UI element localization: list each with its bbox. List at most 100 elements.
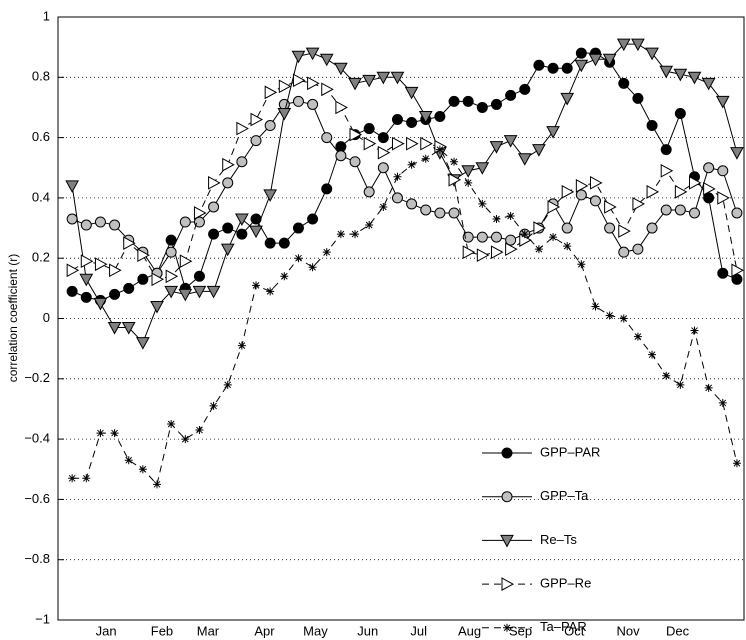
marker xyxy=(688,207,700,219)
marker xyxy=(420,136,433,151)
marker xyxy=(645,47,659,61)
marker xyxy=(121,322,136,335)
x-tick-label: Mar xyxy=(197,623,220,638)
marker xyxy=(505,242,518,256)
marker xyxy=(730,147,744,160)
marker xyxy=(307,98,319,110)
marker xyxy=(376,71,391,85)
marker xyxy=(434,207,446,219)
marker xyxy=(109,219,121,231)
marker xyxy=(136,337,150,350)
marker xyxy=(291,50,306,64)
marker xyxy=(363,186,375,198)
marker xyxy=(109,288,121,300)
marker xyxy=(519,233,532,247)
marker xyxy=(476,101,488,113)
marker xyxy=(349,156,361,168)
series-line xyxy=(71,52,738,301)
marker xyxy=(377,162,389,174)
marker xyxy=(690,326,699,335)
marker xyxy=(305,47,320,61)
x-tick-label: Jul xyxy=(410,623,427,638)
marker xyxy=(517,153,532,166)
x-tick-label: Feb xyxy=(151,623,173,638)
marker xyxy=(292,95,304,107)
marker xyxy=(377,132,389,144)
marker xyxy=(660,163,674,178)
marker xyxy=(618,77,630,89)
marker xyxy=(123,236,136,250)
marker xyxy=(96,429,105,438)
marker xyxy=(208,201,220,213)
marker xyxy=(65,180,79,193)
marker xyxy=(222,157,235,172)
legend-label: GPP–Re xyxy=(540,576,591,591)
marker xyxy=(164,285,178,299)
marker xyxy=(575,47,587,59)
marker xyxy=(703,192,715,204)
marker xyxy=(220,243,235,257)
y-tick-label: 0.6 xyxy=(32,129,50,144)
marker xyxy=(264,237,276,249)
marker xyxy=(280,272,289,281)
marker xyxy=(165,246,177,258)
marker xyxy=(703,162,715,174)
marker xyxy=(292,73,306,88)
marker xyxy=(632,92,644,104)
marker xyxy=(107,322,122,335)
marker xyxy=(464,178,473,187)
marker xyxy=(646,120,658,132)
marker xyxy=(618,246,630,258)
marker xyxy=(193,206,207,220)
y-tick-label: −0.6 xyxy=(24,491,50,506)
y-tick-label: −0.8 xyxy=(24,551,50,566)
marker xyxy=(208,175,221,190)
marker xyxy=(165,234,177,246)
marker xyxy=(688,175,702,190)
marker xyxy=(80,254,94,269)
marker xyxy=(235,213,249,227)
marker xyxy=(407,160,416,169)
marker xyxy=(505,89,517,101)
marker xyxy=(109,263,122,278)
marker xyxy=(520,230,529,239)
marker xyxy=(589,195,601,207)
marker xyxy=(435,145,444,154)
marker xyxy=(561,222,573,234)
y-tick-label: 0.2 xyxy=(32,250,50,265)
marker xyxy=(533,59,545,71)
marker xyxy=(673,68,688,82)
marker xyxy=(547,200,561,214)
marker xyxy=(123,282,135,294)
marker xyxy=(475,162,490,175)
marker xyxy=(138,465,147,474)
marker xyxy=(391,136,405,151)
marker xyxy=(687,71,702,85)
marker xyxy=(178,288,193,302)
marker xyxy=(421,154,430,163)
y-tick-label: −0.4 xyxy=(24,431,50,446)
marker xyxy=(66,213,78,225)
marker xyxy=(448,207,460,219)
y-tick-label: 0.4 xyxy=(32,189,50,204)
marker xyxy=(660,204,672,216)
marker xyxy=(633,332,642,341)
marker xyxy=(263,189,278,202)
marker xyxy=(365,221,374,230)
marker xyxy=(561,62,573,74)
marker xyxy=(236,228,248,240)
x-tick-label: Apr xyxy=(254,623,275,638)
marker xyxy=(236,121,249,136)
legend-marker xyxy=(501,577,515,591)
marker xyxy=(532,144,546,157)
marker xyxy=(503,135,518,148)
marker xyxy=(292,222,304,234)
marker xyxy=(349,127,363,142)
marker xyxy=(179,254,193,269)
x-tick-label: Dec xyxy=(666,623,690,638)
marker xyxy=(308,263,317,272)
marker xyxy=(294,254,303,263)
marker xyxy=(717,267,729,279)
marker xyxy=(715,95,730,109)
marker xyxy=(222,177,234,189)
